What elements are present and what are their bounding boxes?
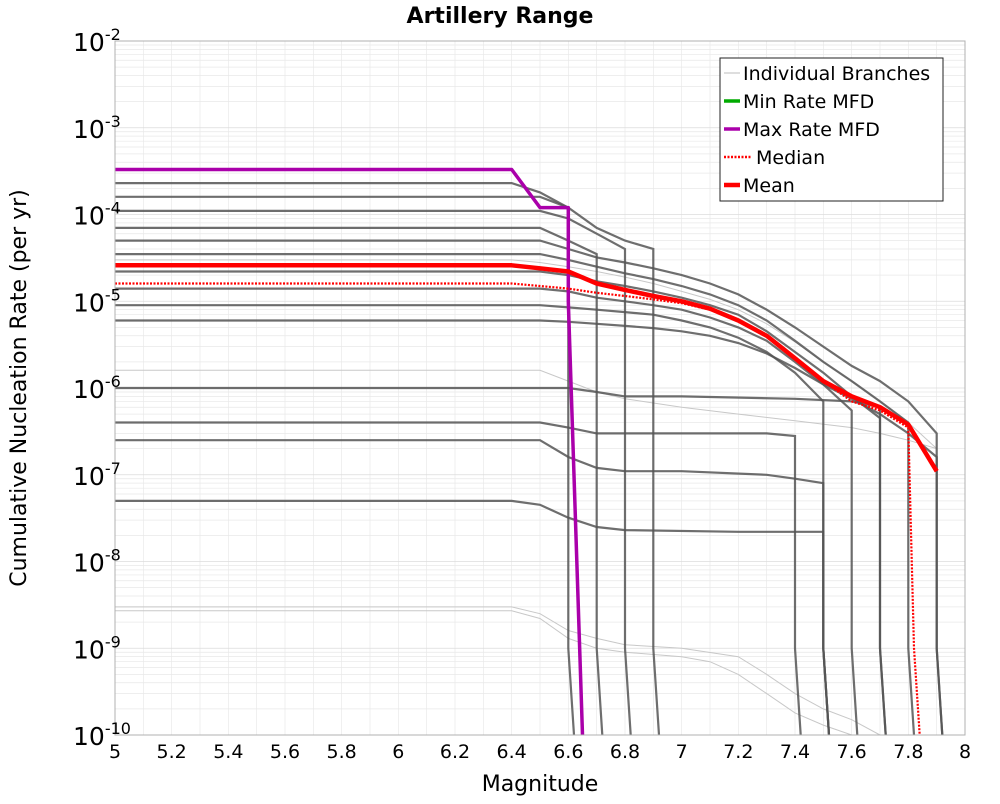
x-tick-label: 5.8	[327, 741, 357, 763]
legend-label-branches: Individual Branches	[743, 63, 930, 85]
branch-line	[115, 182, 576, 736]
series-max-rate-mfd	[115, 167, 585, 736]
legend-label-mean: Mean	[743, 175, 795, 197]
branch-line	[115, 304, 831, 736]
y-tick-label: 10-6	[73, 372, 121, 404]
y-tick-label: 10-3	[73, 112, 121, 144]
legend-label-median: Median	[756, 147, 825, 169]
y-tick-label: 10-10	[73, 719, 131, 751]
x-tick-labels: 5 5.2 5.4 5.6 5.8 6 6.2 6.4 6.6 6.8 7 7.2 7.4 7.6 7.8 8	[109, 741, 971, 763]
branch-line	[115, 386, 887, 736]
branches-dark-layer	[115, 182, 944, 736]
y-tick-label: 10-9	[73, 632, 121, 664]
x-axis-label: Magnitude	[482, 772, 599, 797]
branch-line	[115, 499, 831, 736]
x-tick-label: 6.2	[440, 741, 470, 763]
series-median	[115, 282, 921, 736]
legend-box	[719, 57, 944, 202]
x-tick-label: 6.8	[610, 741, 640, 763]
branch-line-light	[115, 610, 852, 736]
x-tick-label: 5.6	[270, 741, 300, 763]
y-axis-label: Cumulative Nucleation Rate (per yr)	[7, 189, 32, 587]
plot-frame	[114, 40, 966, 736]
branch-line	[115, 195, 661, 736]
branch-line	[115, 319, 944, 736]
y-tick-label: 10-5	[73, 285, 121, 317]
branch-line	[115, 239, 944, 736]
y-tick-label: 10-8	[73, 546, 121, 578]
branch-line	[115, 226, 604, 736]
x-tick-label: 6.6	[553, 741, 583, 763]
x-tick-label: 7.8	[893, 741, 923, 763]
x-tick-label: 7	[676, 741, 688, 763]
legend: Individual Branches Min Rate MFD Max Rat…	[719, 57, 944, 202]
x-tick-label: 6	[392, 741, 404, 763]
branch-line	[115, 421, 802, 736]
y-tick-label: 10-7	[73, 459, 121, 491]
branch-line	[115, 209, 632, 736]
chart-title: Artillery Range	[407, 4, 594, 29]
legend-label-min: Min Rate MFD	[743, 91, 874, 113]
x-tick-label: 8	[959, 741, 971, 763]
y-tick-label: 10-2	[73, 25, 121, 57]
x-tick-label: 5	[109, 741, 121, 763]
x-tick-label: 5.2	[157, 741, 187, 763]
branch-line	[115, 253, 916, 736]
y-tick-label: 10-4	[73, 199, 121, 231]
branch-line-light	[115, 369, 937, 450]
legend-label-max: Max Rate MFD	[743, 119, 880, 141]
y-tick-labels: 10-10 10-9 10-8 10-7 10-6 10-5 10-4 10-3 10-2	[73, 25, 131, 751]
x-tick-label: 5.4	[213, 741, 243, 763]
x-tick-label: 7.2	[723, 741, 753, 763]
branch-line-light	[115, 606, 881, 736]
series-mean	[115, 263, 939, 473]
series-layer	[115, 167, 939, 736]
x-tick-label: 7.6	[837, 741, 867, 763]
x-tick-label: 6.4	[497, 741, 527, 763]
x-tick-label: 7.4	[780, 741, 810, 763]
